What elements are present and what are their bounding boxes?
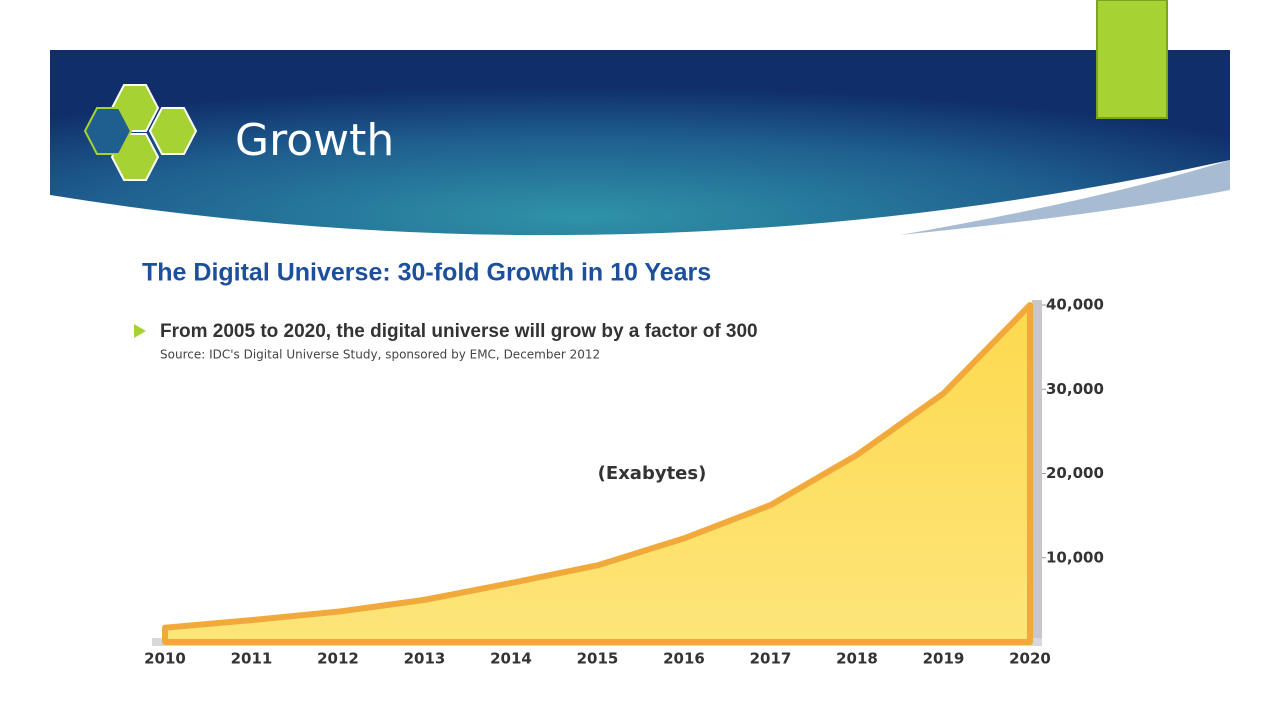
x-tick-label: 2013 (404, 650, 446, 668)
x-tick-label: 2019 (923, 650, 965, 668)
header-sheen (900, 160, 1230, 235)
logo (83, 84, 198, 181)
y-axis-bar (1032, 300, 1042, 646)
x-tick-label: 2017 (750, 650, 792, 668)
bullet-text: From 2005 to 2020, the digital universe … (160, 321, 758, 342)
x-tick-label: 2012 (317, 650, 359, 668)
header-band (50, 50, 1230, 236)
y-tick-label: 30,000 (1046, 380, 1104, 398)
x-tick-label: 2020 (1009, 650, 1051, 668)
chart-title: The Digital Universe: 30-fold Growth in … (142, 259, 711, 287)
bullet-icon (134, 324, 146, 338)
accent-bar (1096, 0, 1168, 119)
source-text: Source: IDC's Digital Universe Study, sp… (160, 348, 600, 362)
x-tick-label: 2011 (231, 650, 273, 668)
y-tick-label: 10,000 (1046, 548, 1104, 566)
slide-title: Growth (235, 115, 394, 166)
x-tick-label: 2018 (836, 650, 878, 668)
x-tick-label: 2014 (490, 650, 532, 668)
x-tick-label: 2016 (663, 650, 705, 668)
y-tick-label: 20,000 (1046, 464, 1104, 482)
area (162, 302, 1033, 645)
annotation: (Exabytes) (598, 463, 707, 484)
x-tick-label: 2010 (144, 650, 186, 668)
x-tick-label: 2015 (577, 650, 619, 668)
y-tick-label: 40,000 (1046, 296, 1104, 314)
